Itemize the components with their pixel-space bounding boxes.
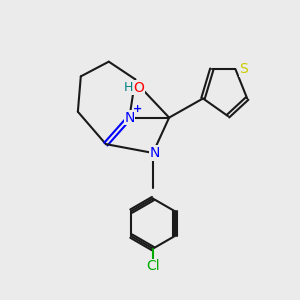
Text: Cl: Cl — [146, 259, 160, 273]
Text: +: + — [133, 104, 142, 114]
Text: N: N — [149, 146, 160, 160]
Text: O: O — [134, 81, 144, 94]
Text: N: N — [124, 111, 135, 124]
Text: H: H — [124, 81, 134, 94]
Text: S: S — [239, 62, 248, 76]
